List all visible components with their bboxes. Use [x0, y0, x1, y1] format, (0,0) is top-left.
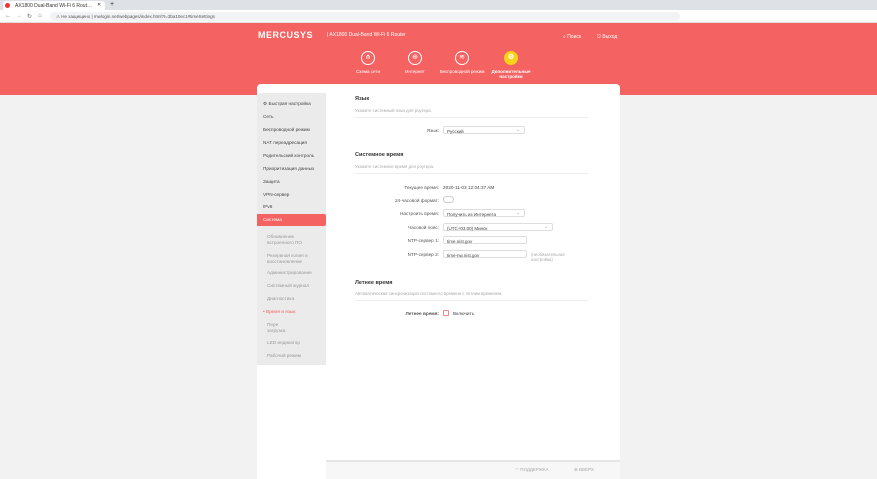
logout-icon: ⎋ [597, 34, 601, 40]
dst-label: Летнее время: [405, 311, 439, 316]
favicon-icon [5, 3, 10, 8]
network-map-icon: ⋔ [361, 51, 375, 65]
sidebar-sub-admin[interactable]: Администрирование [267, 270, 312, 275]
forward-icon[interactable]: → [16, 13, 22, 19]
support-link[interactable]: ◠ ПОДДЕРЖКА [515, 467, 549, 473]
close-tab-icon[interactable]: ✕ [97, 2, 102, 8]
nav-label: Дополнительные настройки [491, 69, 531, 79]
model-name: | AX1800 Dual-Band Wi-Fi 6 Router [327, 32, 406, 38]
sidebar-sub-backup[interactable]: Резервная копия и восстановление [267, 253, 308, 264]
ntp1-input[interactable]: time.nist.gov [443, 236, 527, 244]
logo: MERCUSYS [258, 30, 314, 40]
search-icon: ⌕ [563, 34, 566, 40]
language-value: Русский [447, 128, 464, 134]
set-time-select[interactable]: Получить из Интернета ⌄ [443, 209, 525, 217]
sidebar-sub-led[interactable]: LED индикатор [267, 340, 300, 345]
sidebar-sub-syslog[interactable]: Системный журнал [267, 283, 310, 288]
language-select[interactable]: Русский ⌄ [443, 126, 525, 134]
nav-wireless[interactable]: ≋ Беспроводной режим [437, 51, 487, 74]
logout-button[interactable]: ⎋ Выход [597, 34, 617, 40]
nav-network-map[interactable]: ⋔ Схема сети [343, 51, 393, 74]
globe-icon: ⊕ [408, 51, 422, 65]
footer [326, 460, 620, 479]
nav-label: Интернет [405, 69, 425, 74]
24h-format-toggle[interactable] [443, 196, 454, 203]
time-desc: Укажите системное время для роутера. [355, 164, 588, 174]
current-time-label: Текущее время: [404, 185, 439, 190]
nav-internet[interactable]: ⊕ Интернет [390, 51, 440, 74]
sidebar-item-vpn[interactable]: VPN-сервер [263, 192, 290, 197]
url-field[interactable]: ⚠ Не защищено | mwlogin.net/webpages/ind… [50, 12, 680, 21]
language-desc: Укажите системный язык для роутера. [355, 108, 588, 118]
top-label: ВВЕРХ [579, 467, 594, 472]
current-time-value: 2020-11-03 12:04:37 AM [443, 185, 495, 190]
sidebar-item-wireless[interactable]: Беспроводной режим [263, 127, 310, 132]
url-text: mwlogin.net/webpages/index.html?t=3ba10e… [93, 14, 215, 19]
dst-desc: Автоматическая синхронизация системного … [355, 291, 588, 301]
ntp1-label: NTP-сервер 1: [407, 238, 439, 243]
dst-checkbox[interactable] [443, 310, 449, 316]
nav-label: Беспроводной режим [439, 69, 485, 74]
timezone-value: (UTC+03:00) Минск [447, 225, 488, 231]
sidebar-item-security[interactable]: Защита [263, 179, 280, 184]
arrow-up-circle-icon: ⊕ [574, 467, 578, 472]
reload-icon[interactable]: ↻ [27, 14, 33, 20]
sidebar-sub-mode[interactable]: Рабочий режим [267, 353, 301, 358]
search-label: Поиск [567, 34, 582, 40]
support-label: ПОДДЕРЖКА [520, 467, 549, 472]
wifi-icon: ≋ [455, 51, 469, 65]
headset-icon: ◠ [515, 467, 519, 472]
new-tab-icon[interactable]: + [110, 1, 115, 8]
sidebar-sub-diagnostics[interactable]: Диагностика [267, 296, 295, 301]
timezone-select[interactable]: (UTC+03:00) Минск ⌄ [443, 223, 553, 231]
browser-tab[interactable]: AX1800 Dual-Band Wi-Fi 6 Rout… [3, 1, 105, 10]
sidebar-item-qos[interactable]: Приоритизация данных [263, 166, 315, 171]
gear-icon: ⚙ [263, 101, 268, 106]
sidebar-sub-time-language[interactable]: • Время и язык [263, 309, 296, 314]
ntp2-note: (необязательная настройка) [531, 252, 565, 262]
sidebar-item-nat[interactable]: NAT переадресация [263, 140, 307, 145]
time-title: Системное время [355, 152, 404, 158]
sidebar-sub-reboot[interactable]: Пере загрузка [267, 322, 286, 333]
router-header [0, 23, 877, 95]
chevron-down-icon: ⌄ [516, 127, 520, 132]
sidebar-label: Время и язык [265, 309, 296, 314]
sidebar-item-quick-setup[interactable]: ⚙ Быстрая настройка [257, 101, 326, 107]
set-time-label: Настроить время: [400, 211, 439, 216]
sidebar-item-parental[interactable]: Родительский контроль [263, 153, 315, 158]
gear-icon: ⚙ [504, 51, 518, 65]
chevron-down-icon: ⌄ [544, 224, 548, 229]
home-icon[interactable]: ⌂ [38, 13, 42, 19]
sidebar-item-ipv6[interactable]: IPv6 [263, 204, 273, 209]
sidebar-item-system[interactable]: Система [257, 214, 326, 226]
search-button[interactable]: ⌕ Поиск [563, 34, 581, 40]
nav-label: Схема сети [356, 69, 380, 74]
dst-checkbox-label: Включить [453, 311, 475, 316]
sidebar-item-network[interactable]: Сеть [263, 114, 274, 119]
sidebar-label: Быстрая настройка [268, 101, 311, 106]
logout-label: Выход [602, 34, 618, 40]
nav-advanced[interactable]: ⚙ Дополнительные настройки [486, 51, 536, 79]
ntp2-label: NTP-сервер 2: [407, 252, 439, 257]
sidebar-sub-firmware[interactable]: Обновление встроенного ПО [267, 234, 303, 245]
model-text: AX1800 Dual-Band Wi-Fi 6 Router [329, 32, 406, 38]
tab-title: AX1800 Dual-Band Wi-Fi 6 Rout… [15, 2, 92, 9]
ntp2-input[interactable]: time-nw.nist.gov [443, 250, 527, 258]
back-icon[interactable]: ← [5, 13, 11, 19]
back-to-top-link[interactable]: ⊕ ВВЕРХ [574, 467, 594, 473]
set-time-value: Получить из Интернета [447, 211, 496, 217]
language-title: Язык [355, 96, 370, 102]
sidebar: ⚙ Быстрая настройка Сеть Беспроводной ре… [257, 93, 326, 365]
security-label: Не защищено [61, 14, 91, 19]
chevron-down-icon: ⌄ [516, 210, 520, 215]
language-label: Язык: [426, 128, 439, 133]
timezone-label: Часовой пояс: [407, 225, 439, 230]
browser-tab-bar [0, 0, 877, 10]
dst-title: Летнее время [355, 280, 393, 286]
format-label: 24-часовой формат: [394, 198, 439, 203]
